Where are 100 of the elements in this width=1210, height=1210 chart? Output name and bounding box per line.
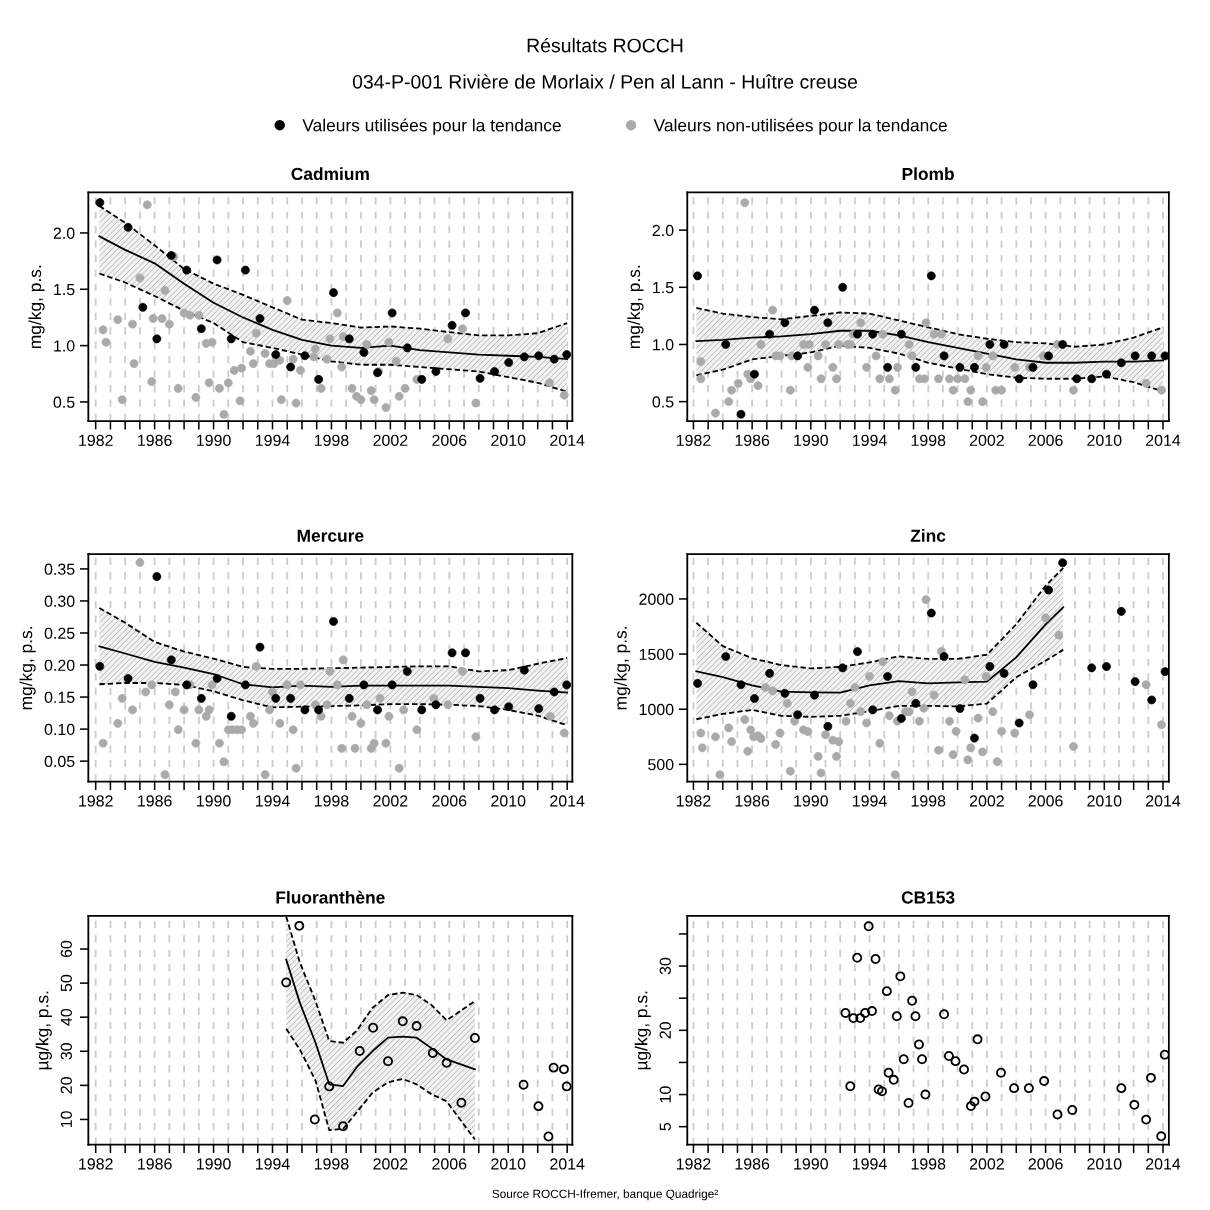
x-tick-label: 1982 bbox=[676, 795, 711, 807]
y-tick-label: 0.35 bbox=[44, 563, 75, 575]
y-tick-label: 20 bbox=[659, 1022, 671, 1039]
y-axis-title: mg/kg, p.s. bbox=[614, 627, 631, 710]
y-tick-label: 50 bbox=[60, 974, 72, 992]
text: 034-P-001 Rivière de Morlaix / Pen al Lann - Huître creuse bbox=[352, 74, 858, 89]
x-tick-label: 2002 bbox=[373, 434, 408, 447]
x-tick-label: 2002 bbox=[373, 795, 408, 807]
x-tick-label: 1998 bbox=[314, 434, 349, 447]
y-tick-label: 5 bbox=[659, 1122, 671, 1131]
y-tick-label: 1.0 bbox=[653, 339, 674, 351]
x-tick-label: 1990 bbox=[794, 434, 828, 447]
y-tick-label: 0.30 bbox=[44, 595, 75, 607]
y-tick-label: 40 bbox=[60, 1008, 72, 1026]
y-axis-title: µg/kg, p.s. bbox=[35, 991, 52, 1070]
x-tick-label: 2014 bbox=[1146, 795, 1181, 807]
legend-label: Valeurs non-utilisées pour la tendance bbox=[653, 118, 947, 135]
y-tick-label: 0.15 bbox=[44, 691, 75, 704]
x-tick-label: 1982 bbox=[79, 1158, 113, 1170]
x-tick-label: 2006 bbox=[1028, 795, 1063, 807]
y-tick-label: 2.0 bbox=[53, 227, 75, 239]
source-note: Source ROCCH-Ifremer, banque Quadrige² bbox=[492, 1189, 718, 1201]
x-tick-label: 1986 bbox=[735, 1158, 770, 1170]
x-tick-label: 2006 bbox=[1028, 434, 1063, 447]
x-tick-label: 2010 bbox=[491, 1158, 526, 1170]
chart-title: Fluoranthène bbox=[276, 890, 385, 904]
x-tick-label: 1994 bbox=[255, 1158, 290, 1170]
text: Résultats ROCCH bbox=[527, 37, 683, 53]
chart-title: CB153 bbox=[901, 891, 955, 904]
x-tick-label: 1990 bbox=[794, 1158, 828, 1170]
x-tick-label: 2002 bbox=[373, 1158, 408, 1170]
y-tick-label: 1500 bbox=[639, 648, 674, 661]
x-tick-label: 1982 bbox=[676, 1158, 711, 1170]
x-tick-label: 2006 bbox=[432, 1158, 467, 1170]
x-tick-label: 2014 bbox=[550, 1158, 585, 1170]
y-tick-label: 2.0 bbox=[652, 224, 674, 237]
x-tick-label: 2010 bbox=[491, 795, 526, 807]
x-tick-label: 1994 bbox=[852, 434, 887, 447]
x-tick-label: 1990 bbox=[197, 434, 231, 447]
y-tick-label: 2000 bbox=[639, 593, 674, 605]
x-tick-label: 1994 bbox=[852, 795, 887, 807]
chart-title: Cadmium bbox=[291, 167, 369, 181]
y-tick-label: 0.20 bbox=[44, 659, 75, 671]
x-tick-label: 2010 bbox=[1087, 1158, 1122, 1170]
y-tick-label: 1.5 bbox=[54, 284, 75, 296]
y-axis-title: mg/kg, p.s. bbox=[19, 627, 36, 710]
x-tick-label: 1990 bbox=[197, 1158, 231, 1170]
x-tick-label: 2010 bbox=[1087, 434, 1122, 447]
y-tick-label: 10 bbox=[659, 1086, 671, 1103]
x-tick-label: 1986 bbox=[138, 1158, 172, 1170]
x-tick-label: 1982 bbox=[79, 434, 113, 447]
y-tick-label: 20 bbox=[60, 1077, 72, 1094]
y-tick-label: 10 bbox=[60, 1111, 72, 1128]
x-tick-label: 2006 bbox=[432, 795, 467, 807]
x-tick-label: 2014 bbox=[550, 434, 585, 447]
legend-label: Valeurs utilisées pour la tendance bbox=[302, 118, 561, 135]
x-tick-label: 2014 bbox=[1146, 1158, 1181, 1170]
x-tick-label: 1986 bbox=[138, 434, 172, 447]
x-tick-label: 2010 bbox=[491, 434, 526, 447]
y-tick-label: 1.0 bbox=[54, 340, 75, 352]
y-tick-label: 30 bbox=[659, 957, 671, 975]
x-tick-label: 1986 bbox=[138, 795, 172, 807]
x-tick-label: 1982 bbox=[79, 795, 113, 807]
x-tick-label: 1994 bbox=[852, 1158, 887, 1170]
x-tick-label: 1998 bbox=[314, 795, 349, 807]
x-tick-label: 1986 bbox=[735, 795, 770, 807]
chart-title: Zinc bbox=[910, 529, 946, 542]
x-tick-label: 1998 bbox=[911, 1158, 946, 1170]
x-tick-label: 1998 bbox=[911, 795, 946, 807]
y-axis-title: µg/kg, p.s. bbox=[634, 991, 651, 1070]
y-tick-label: 0.05 bbox=[44, 755, 75, 768]
x-tick-label: 2002 bbox=[969, 1158, 1004, 1170]
x-tick-label: 2010 bbox=[1087, 795, 1122, 807]
x-tick-label: 2006 bbox=[432, 434, 467, 447]
x-tick-label: 1982 bbox=[676, 434, 711, 447]
y-tick-label: 0.5 bbox=[53, 396, 75, 408]
x-tick-label: 2002 bbox=[969, 795, 1004, 807]
y-tick-label: 1.5 bbox=[653, 282, 674, 294]
x-tick-label: 2014 bbox=[550, 795, 585, 807]
y-tick-label: 30 bbox=[60, 1043, 72, 1060]
x-tick-label: 1990 bbox=[794, 795, 828, 807]
y-tick-label: 0.10 bbox=[44, 723, 75, 736]
x-tick-label: 1998 bbox=[314, 1158, 349, 1170]
y-axis-title: mg/kg, p.s. bbox=[627, 265, 644, 349]
chart-title: Plomb bbox=[902, 167, 954, 181]
y-axis-title: mg/kg, p.s. bbox=[28, 265, 45, 349]
chart-title: Mercure bbox=[297, 529, 364, 542]
x-tick-label: 2006 bbox=[1028, 1158, 1063, 1170]
y-tick-label: 60 bbox=[60, 940, 72, 958]
x-tick-label: 1990 bbox=[197, 795, 231, 807]
y-tick-label: 0.25 bbox=[44, 627, 75, 639]
y-tick-label: 500 bbox=[648, 758, 674, 771]
x-tick-label: 2002 bbox=[969, 434, 1004, 447]
x-tick-label: 1986 bbox=[735, 434, 770, 447]
x-tick-label: 1994 bbox=[255, 434, 290, 447]
x-tick-label: 1998 bbox=[911, 434, 946, 447]
x-tick-label: 2014 bbox=[1146, 434, 1181, 447]
y-tick-label: 0.5 bbox=[652, 396, 674, 408]
x-tick-label: 1994 bbox=[255, 795, 290, 807]
y-tick-label: 1000 bbox=[639, 703, 674, 716]
